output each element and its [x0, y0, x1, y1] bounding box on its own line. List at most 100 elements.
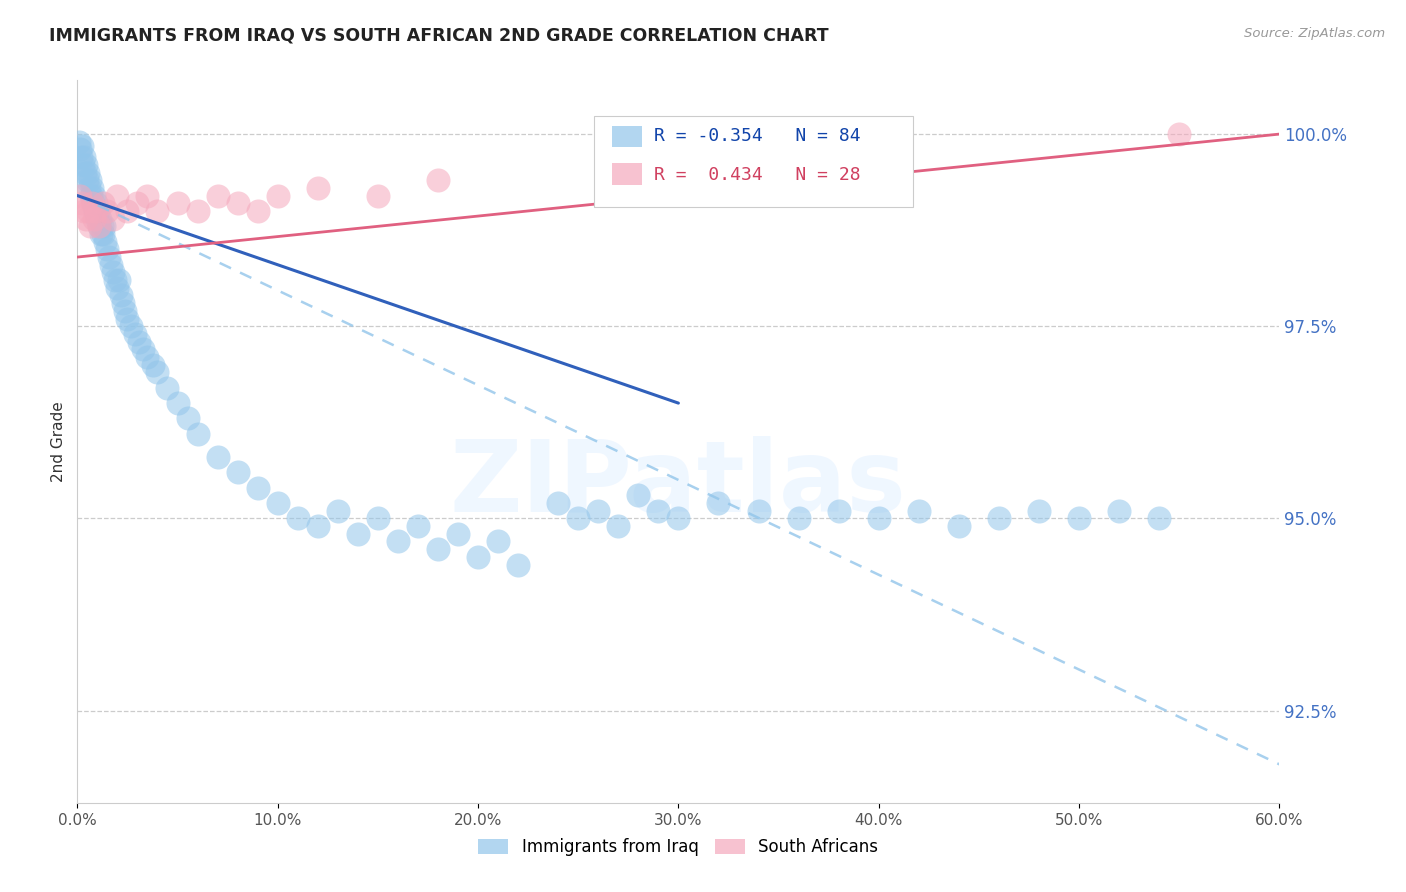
Point — [91, 219, 114, 234]
Point — [136, 350, 159, 364]
Point — [69, 143, 91, 157]
Point — [186, 426, 209, 441]
Point — [93, 227, 115, 241]
Point — [69, 188, 91, 202]
Point — [226, 465, 249, 479]
Point — [67, 135, 90, 149]
Point — [588, 504, 610, 518]
Point — [176, 411, 198, 425]
Point — [90, 227, 112, 241]
Point — [77, 203, 100, 218]
Point — [94, 235, 117, 249]
Point — [86, 196, 108, 211]
Text: ZIPatlas: ZIPatlas — [450, 436, 907, 533]
Point — [82, 181, 104, 195]
Point — [73, 203, 96, 218]
Point — [267, 496, 290, 510]
Point — [76, 173, 98, 187]
Point — [748, 504, 770, 518]
Point — [186, 203, 209, 218]
Point — [326, 504, 349, 518]
Point — [89, 219, 111, 234]
Point — [79, 219, 101, 234]
Point — [96, 203, 118, 218]
Text: IMMIGRANTS FROM IRAQ VS SOUTH AFRICAN 2ND GRADE CORRELATION CHART: IMMIGRANTS FROM IRAQ VS SOUTH AFRICAN 2N… — [49, 27, 828, 45]
Point — [79, 173, 101, 187]
Point — [828, 504, 851, 518]
Point — [508, 558, 530, 572]
Point — [908, 504, 931, 518]
Point — [367, 511, 389, 525]
Point — [103, 211, 125, 226]
Point — [114, 304, 136, 318]
Point — [73, 150, 96, 164]
Point — [1168, 127, 1191, 141]
Point — [120, 319, 142, 334]
Point — [387, 534, 409, 549]
Point — [1149, 511, 1171, 525]
Point — [77, 165, 100, 179]
Point — [647, 504, 669, 518]
Point — [156, 381, 179, 395]
Point — [1028, 504, 1050, 518]
Point — [117, 311, 139, 326]
Point — [136, 188, 159, 202]
Point — [627, 488, 650, 502]
Point — [132, 343, 155, 357]
Point — [75, 165, 97, 179]
Point — [86, 211, 108, 226]
Point — [146, 365, 169, 379]
Point — [75, 211, 97, 226]
Point — [89, 211, 111, 226]
Point — [72, 138, 94, 153]
Point — [267, 188, 290, 202]
Point — [98, 250, 121, 264]
Point — [427, 173, 450, 187]
Point — [207, 188, 229, 202]
Point — [107, 188, 129, 202]
Point — [868, 511, 890, 525]
Point — [70, 150, 93, 164]
Point — [128, 334, 150, 349]
Point — [104, 273, 127, 287]
Point — [80, 188, 103, 202]
Point — [142, 358, 165, 372]
Point — [75, 158, 97, 172]
Point — [346, 526, 368, 541]
Point — [246, 203, 269, 218]
Point — [93, 219, 115, 234]
Bar — [612, 163, 643, 185]
Point — [82, 196, 104, 211]
Point — [406, 519, 429, 533]
Point — [166, 396, 188, 410]
Point — [166, 196, 188, 211]
Point — [103, 265, 125, 279]
Point — [1108, 504, 1130, 518]
Point — [87, 203, 110, 218]
Point — [668, 511, 690, 525]
Point — [467, 549, 489, 564]
Point — [427, 542, 450, 557]
Point — [96, 243, 118, 257]
Point — [72, 158, 94, 172]
Point — [1069, 511, 1091, 525]
Point — [107, 281, 129, 295]
Point — [93, 196, 115, 211]
Point — [567, 511, 589, 525]
Point — [447, 526, 470, 541]
Point — [146, 203, 169, 218]
Point — [246, 481, 269, 495]
Point — [307, 519, 329, 533]
Point — [124, 326, 146, 341]
Point — [287, 511, 309, 525]
Point — [367, 188, 389, 202]
Point — [89, 219, 111, 234]
Point — [83, 188, 105, 202]
Point — [948, 519, 970, 533]
Point — [207, 450, 229, 464]
Point — [486, 534, 509, 549]
Point — [988, 511, 1011, 525]
Point — [100, 258, 122, 272]
Text: R = -0.354   N = 84: R = -0.354 N = 84 — [654, 128, 860, 145]
Text: Source: ZipAtlas.com: Source: ZipAtlas.com — [1244, 27, 1385, 40]
